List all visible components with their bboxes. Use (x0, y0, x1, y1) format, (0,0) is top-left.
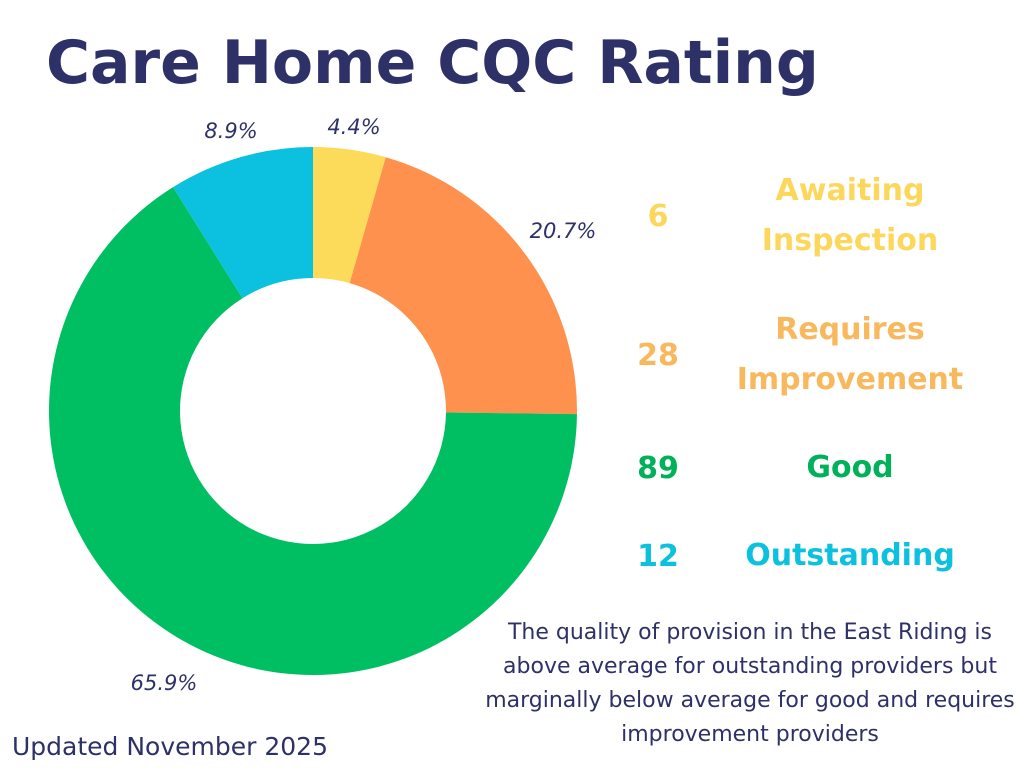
summary-note: The quality of provision in the East Rid… (485, 620, 1015, 747)
legend-row-requires-improvement: 28 Requires Improvement (620, 312, 1010, 397)
legend-label-good: Good (806, 450, 894, 485)
legend-row-outstanding: 12 Outstanding (620, 516, 1010, 596)
legend-count-requires-improvement: 28 (637, 337, 679, 373)
percent-label-outstanding: 8.9% (204, 119, 257, 143)
legend-count-good: 89 (637, 450, 679, 486)
donut-percent-labels: 4.4% 20.7% 65.9% 8.9% (131, 115, 597, 695)
updated-date: Updated November 2025 (12, 732, 328, 761)
percent-label-good: 65.9% (131, 671, 198, 695)
donut-slices (49, 147, 577, 676)
legend-row-awaiting-inspection: 6 Awaiting Inspection (620, 173, 1010, 258)
donut-slice-outstanding (173, 147, 313, 299)
legend-label-outstanding: Outstanding (745, 538, 955, 573)
legend-count-awaiting-inspection: 6 (647, 198, 669, 234)
legend-label-requires-improvement: Requires Improvement (736, 312, 964, 397)
donut-slice-awaiting-inspection (313, 147, 386, 284)
donut-slice-requires-improvement (349, 157, 577, 415)
donut-slice-good (49, 187, 577, 676)
percent-label-requires-improvement: 20.7% (530, 219, 597, 243)
legend-row-good: 89 Good (620, 428, 1010, 508)
percent-label-awaiting-inspection: 4.4% (327, 115, 380, 139)
legend-label-awaiting-inspection: Awaiting Inspection (761, 173, 939, 258)
page-title: Care Home CQC Rating (46, 28, 819, 98)
legend-count-outstanding: 12 (637, 538, 679, 574)
